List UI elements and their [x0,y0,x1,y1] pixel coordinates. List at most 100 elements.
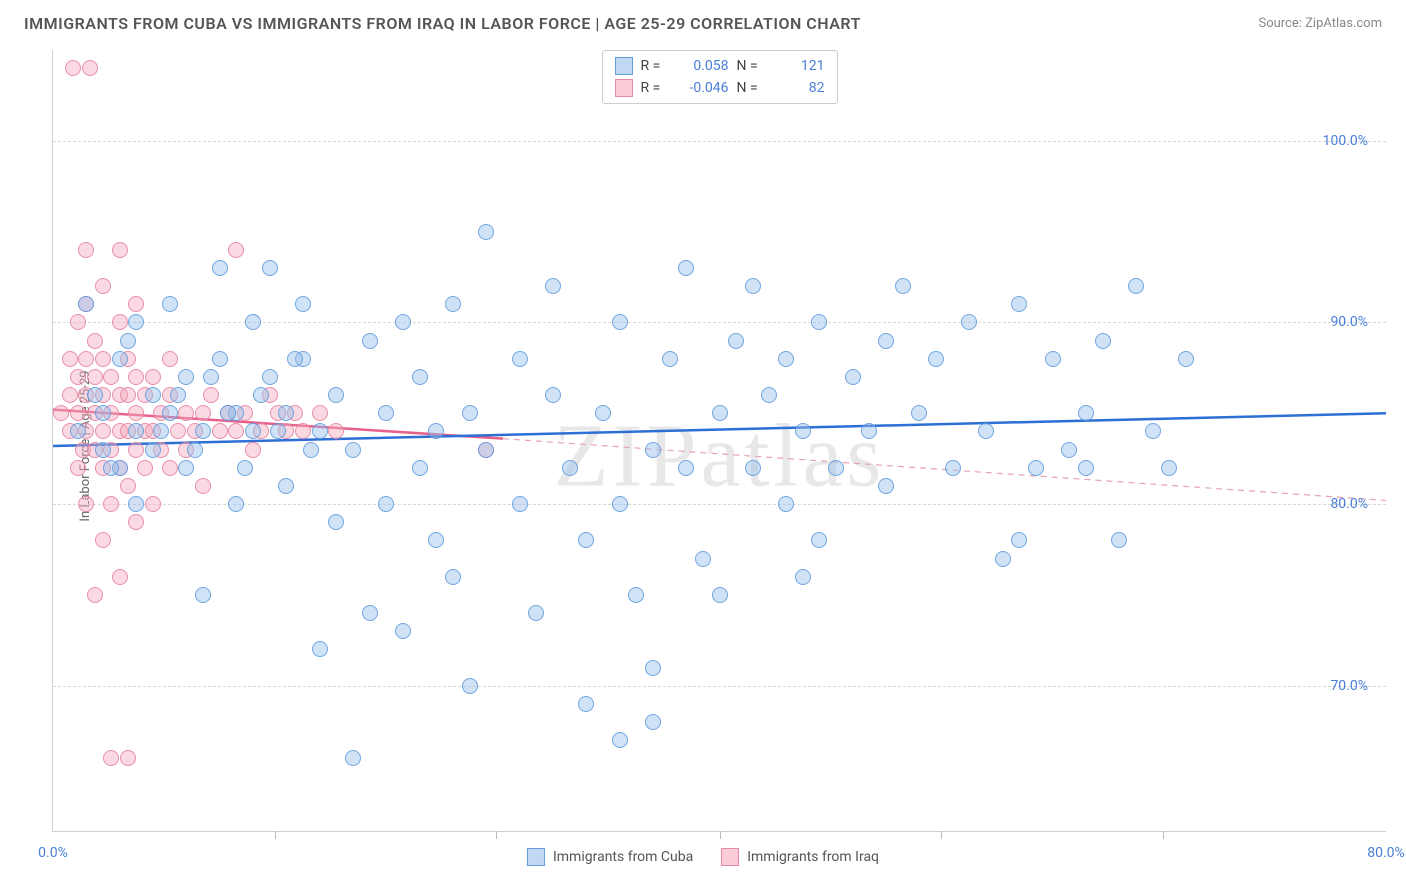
n-label: N = [737,58,765,74]
data-point-iraq [53,405,69,421]
data-point-cuba [378,405,394,421]
data-point-cuba [162,405,178,421]
data-point-cuba [328,514,344,530]
data-point-iraq [295,423,311,439]
data-point-cuba [153,423,169,439]
data-point-cuba [1161,460,1177,476]
data-point-cuba [612,314,628,330]
data-point-iraq [70,460,86,476]
data-point-cuba [462,405,478,421]
data-point-cuba [1078,405,1094,421]
data-point-iraq [120,478,136,494]
x-tick [496,831,497,839]
r-value-iraq: -0.046 [677,80,729,96]
x-tick [720,831,721,839]
legend-label-iraq: Immigrants from Iraq [747,849,879,865]
legend: Immigrants from Cuba Immigrants from Ira… [527,848,879,866]
data-point-cuba [1011,296,1027,312]
data-point-cuba [162,296,178,312]
data-point-cuba [128,496,144,512]
data-point-cuba [395,623,411,639]
correlation-stats-box: R = 0.058 N = 121 R = -0.046 N = 82 [602,50,838,104]
data-point-cuba [712,587,728,603]
n-value-cuba: 121 [773,58,825,74]
x-tick [941,831,942,839]
x-tick [275,831,276,839]
data-point-cuba [212,351,228,367]
data-point-cuba [761,387,777,403]
data-point-cuba [778,351,794,367]
data-point-cuba [328,387,344,403]
data-point-iraq [228,423,244,439]
data-point-cuba [312,641,328,657]
swatch-iraq-icon [615,79,633,97]
data-point-cuba [695,551,711,567]
data-point-iraq [70,369,86,385]
y-tick-label: 100.0% [1323,133,1368,149]
data-point-iraq [95,532,111,548]
data-point-cuba [195,423,211,439]
data-point-cuba [78,296,94,312]
data-point-iraq [87,333,103,349]
data-point-cuba [178,460,194,476]
n-value-iraq: 82 [773,80,825,96]
data-point-iraq [162,460,178,476]
data-point-cuba [128,314,144,330]
trend-lines-svg [53,50,1386,831]
gridline [53,141,1386,142]
data-point-cuba [978,423,994,439]
data-point-cuba [262,260,278,276]
data-point-cuba [412,460,428,476]
data-point-cuba [212,260,228,276]
data-point-cuba [220,405,236,421]
data-point-iraq [103,369,119,385]
data-point-iraq [70,405,86,421]
y-tick-label: 90.0% [1330,314,1368,330]
data-point-cuba [245,314,261,330]
data-point-cuba [478,224,494,240]
data-point-cuba [145,387,161,403]
data-point-iraq [328,423,344,439]
data-point-cuba [612,732,628,748]
data-point-iraq [62,387,78,403]
data-point-cuba [928,351,944,367]
data-point-cuba [995,551,1011,567]
data-point-cuba [778,496,794,512]
data-point-cuba [1061,442,1077,458]
data-point-cuba [312,423,328,439]
r-label: R = [641,58,669,74]
data-point-cuba [1095,333,1111,349]
data-point-cuba [811,532,827,548]
data-point-iraq [112,569,128,585]
data-point-cuba [478,442,494,458]
data-point-cuba [1111,532,1127,548]
data-point-cuba [103,460,119,476]
swatch-cuba-icon [527,848,545,866]
data-point-cuba [303,442,319,458]
r-value-cuba: 0.058 [677,58,729,74]
data-point-cuba [128,423,144,439]
data-point-iraq [112,314,128,330]
data-point-iraq [312,405,328,421]
data-point-iraq [82,60,98,76]
data-point-cuba [428,423,444,439]
data-point-cuba [253,387,269,403]
data-point-cuba [1178,351,1194,367]
data-point-cuba [945,460,961,476]
data-point-cuba [445,569,461,585]
data-point-iraq [128,514,144,530]
data-point-cuba [287,351,303,367]
data-point-iraq [203,387,219,403]
data-point-cuba [412,369,428,385]
data-point-cuba [578,532,594,548]
data-point-iraq [95,423,111,439]
x-tick [1163,831,1164,839]
data-point-cuba [237,460,253,476]
data-point-cuba [562,460,578,476]
data-point-cuba [120,333,136,349]
data-point-cuba [362,333,378,349]
gridline [53,686,1386,687]
data-point-cuba [628,587,644,603]
data-point-cuba [512,496,528,512]
data-point-iraq [78,351,94,367]
